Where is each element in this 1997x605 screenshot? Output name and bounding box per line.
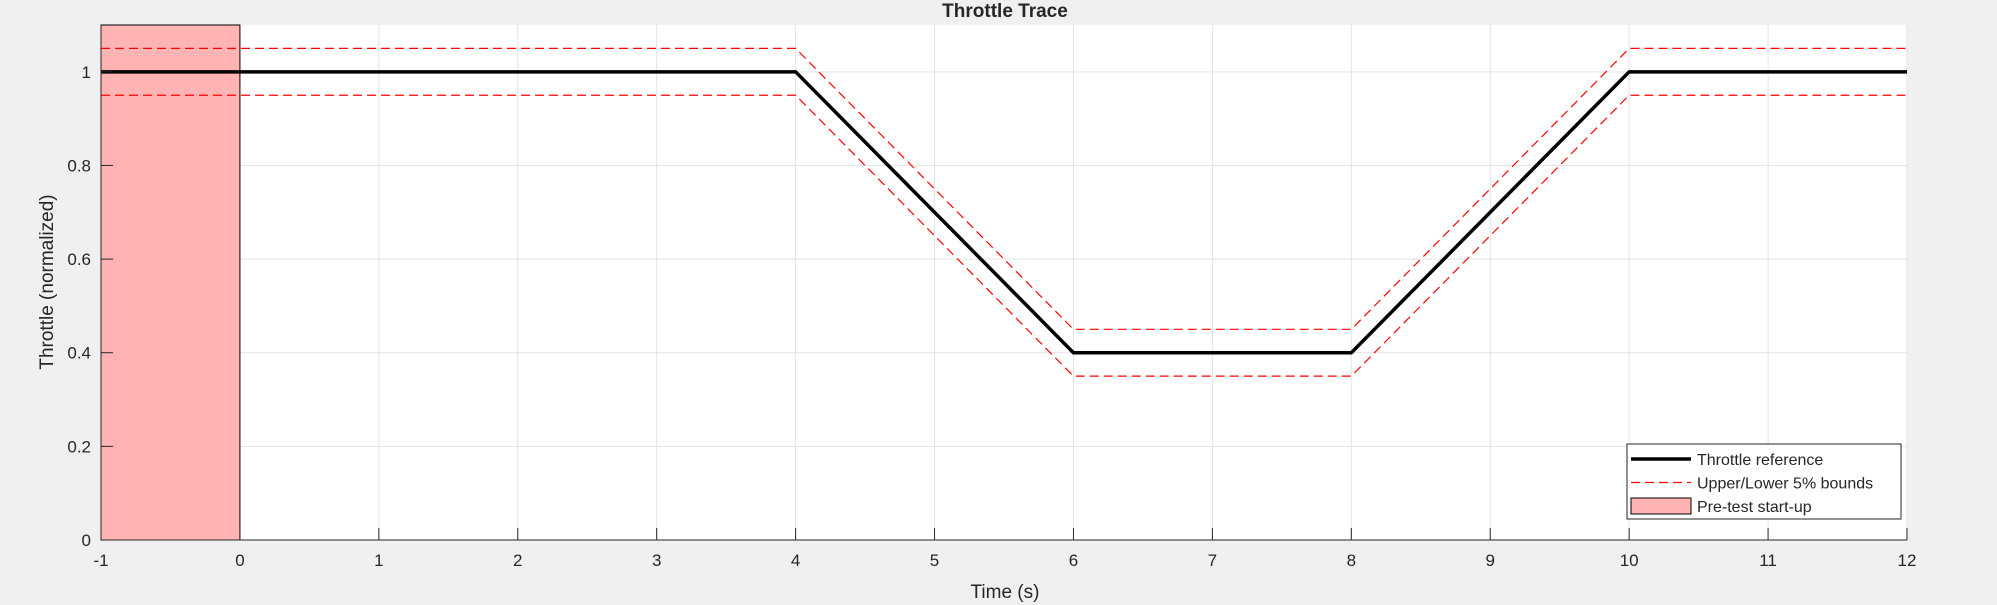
x-tick-label: 1 <box>374 551 383 570</box>
y-tick-label: 0 <box>82 531 91 550</box>
chart-title: Throttle Trace <box>942 1 1068 22</box>
y-tick-label: 1 <box>82 63 91 82</box>
x-tick-label: 0 <box>235 551 244 570</box>
legend-swatch <box>1630 497 1692 515</box>
x-tick-label: 6 <box>1069 551 1078 570</box>
legend-label: Throttle reference <box>1697 452 1823 469</box>
x-tick-label: 5 <box>930 551 939 570</box>
x-tick-label: -1 <box>93 551 108 570</box>
x-tick-label: 2 <box>513 551 522 570</box>
x-axis-label: Time (s) <box>971 582 1040 603</box>
x-tick-label: 9 <box>1485 551 1494 570</box>
lower-bound-line <box>101 94 1907 377</box>
legend-label: Pre-test start-up <box>1697 499 1812 516</box>
x-tick-label: 10 <box>1620 551 1639 570</box>
x-tick-label: 8 <box>1347 551 1356 570</box>
pre-test-region <box>100 24 241 541</box>
x-tick-label: 11 <box>1759 551 1777 570</box>
upper-bound-line <box>101 47 1907 330</box>
legend-label: Upper/Lower 5% bounds <box>1697 476 1873 493</box>
x-tick-label: 12 <box>1898 551 1917 570</box>
throttle-reference-line <box>101 70 1907 355</box>
y-tick-label: 0.4 <box>67 344 91 363</box>
x-tick-label: 3 <box>652 551 661 570</box>
y-tick-label: 0.6 <box>67 250 91 269</box>
y-tick-label: 0.2 <box>67 437 91 456</box>
y-tick-label: 0.8 <box>67 156 91 175</box>
legend: Throttle reference Upper/Lower 5% bounds P… <box>1626 443 1902 520</box>
x-tick-label: 7 <box>1208 551 1217 570</box>
x-tick-label: 4 <box>791 551 800 570</box>
y-axis-label: Throttle (normalized) <box>37 194 58 369</box>
